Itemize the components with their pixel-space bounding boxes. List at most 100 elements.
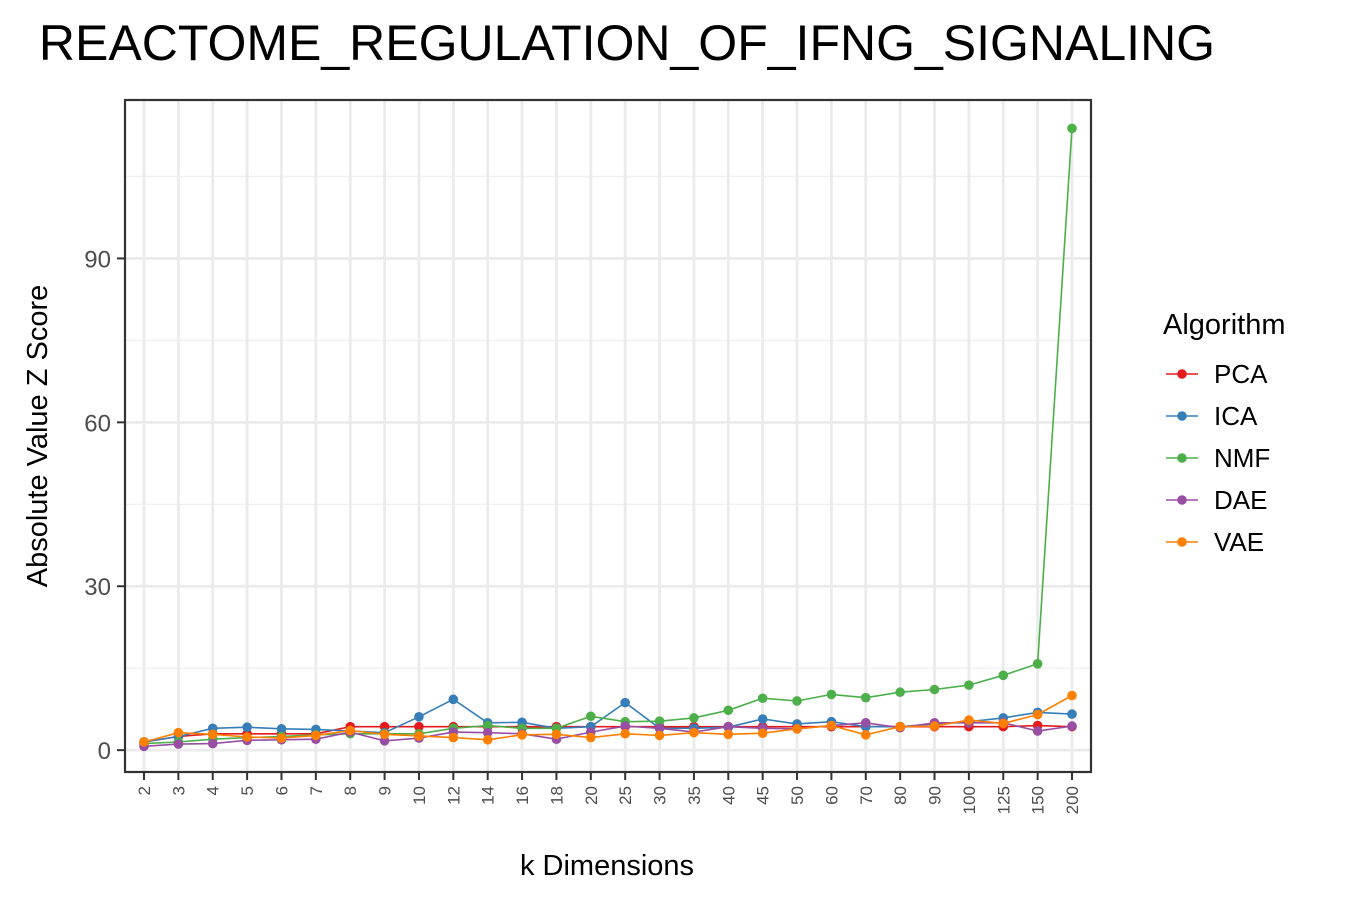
data-point-nmf <box>929 684 940 695</box>
data-point-dae <box>1067 721 1077 731</box>
x-tick-label: 60 <box>822 786 841 805</box>
chart-title: REACTOME_REGULATION_OF_IFNG_SIGNALING <box>39 15 1215 71</box>
x-tick-label: 10 <box>410 786 429 805</box>
y-tick-label: 60 <box>84 410 111 437</box>
data-point-vae <box>448 732 459 743</box>
legend-item-vae: VAE <box>1166 527 1264 557</box>
x-tick-label: 20 <box>582 786 601 805</box>
x-tick-label: 50 <box>788 786 807 805</box>
data-point-vae <box>1067 690 1077 701</box>
data-point-nmf <box>723 705 734 716</box>
data-point-nmf <box>998 670 1009 681</box>
data-point-nmf <box>482 720 493 731</box>
data-point-vae <box>757 728 768 739</box>
data-point-pca <box>414 721 424 732</box>
data-point-ica <box>242 722 252 732</box>
x-tick-label: 14 <box>479 786 498 805</box>
data-point-vae <box>276 733 287 743</box>
series-line-vae <box>143 694 1073 743</box>
x-tick-label: 30 <box>651 786 670 805</box>
data-point-vae <box>517 730 527 740</box>
x-tick-label: 5 <box>238 786 257 795</box>
data-point-vae <box>311 730 321 741</box>
legend-item-nmf: NMF <box>1166 443 1270 473</box>
data-point-ica <box>276 724 287 734</box>
data-point-dae <box>860 718 871 728</box>
x-tick-label: 2 <box>135 786 154 795</box>
x-tick-label: 100 <box>960 786 979 814</box>
data-point-ica <box>757 714 768 724</box>
data-point-vae <box>551 729 562 740</box>
data-point-vae <box>792 724 802 734</box>
legend-key-point <box>1177 495 1187 505</box>
y-axis-title: Absolute Value Z Score <box>22 285 54 588</box>
data-point-ica <box>414 712 424 722</box>
legend-key-point <box>1177 411 1187 421</box>
data-point-dae <box>654 723 665 734</box>
data-point-nmf <box>757 693 768 704</box>
data-point-vae <box>964 715 974 725</box>
x-tick-label: 25 <box>616 786 635 805</box>
series-layer <box>139 123 1077 752</box>
data-point-ica <box>448 694 459 705</box>
data-point-vae <box>345 725 356 736</box>
data-point-ica <box>620 697 630 708</box>
data-point-nmf <box>860 692 871 703</box>
legend-key-point <box>1177 369 1187 379</box>
x-tick-label: 12 <box>444 786 463 805</box>
data-point-vae <box>173 727 184 738</box>
y-tick-label: 0 <box>98 738 111 765</box>
data-point-nmf <box>895 687 905 698</box>
data-point-nmf <box>1032 659 1043 669</box>
data-point-vae <box>654 730 665 741</box>
data-point-vae <box>826 720 837 731</box>
y-tick-label: 90 <box>84 246 111 273</box>
grid-lines <box>125 100 1091 772</box>
y-axis: 0 30 60 90 <box>84 246 125 765</box>
legend-label: NMF <box>1214 443 1270 473</box>
data-point-vae <box>414 731 424 741</box>
data-point-vae <box>689 727 699 738</box>
x-tick-label: 80 <box>891 786 910 805</box>
data-point-nmf <box>964 680 974 690</box>
data-point-vae <box>379 729 390 740</box>
data-point-vae <box>929 721 940 731</box>
x-tick-label: 9 <box>376 786 395 795</box>
data-point-nmf <box>586 711 596 722</box>
x-tick-label: 35 <box>685 786 704 805</box>
legend-item-pca: PCA <box>1166 359 1268 389</box>
data-point-dae <box>723 721 734 732</box>
x-tick-label: 150 <box>1029 786 1048 814</box>
legend-items: PCA ICA NMF DAE VAE <box>1166 359 1270 557</box>
x-tick-label: 18 <box>547 786 566 805</box>
x-tick-label: 70 <box>857 786 876 805</box>
x-tick-label: 90 <box>926 786 945 805</box>
data-point-vae <box>860 730 871 740</box>
legend-item-dae: DAE <box>1166 485 1267 515</box>
data-point-nmf <box>689 713 699 723</box>
legend-key-point <box>1177 453 1187 463</box>
data-point-vae <box>242 732 252 742</box>
x-tick-label: 40 <box>719 786 738 805</box>
x-tick-label: 4 <box>204 786 223 795</box>
x-tick-label: 125 <box>994 786 1013 814</box>
plot-panel <box>125 100 1091 772</box>
series-vae <box>139 690 1077 747</box>
data-point-vae <box>620 728 630 739</box>
data-point-dae <box>1032 726 1043 736</box>
data-point-nmf <box>654 716 665 726</box>
x-tick-label: 45 <box>754 786 773 805</box>
data-point-nmf <box>1067 123 1077 134</box>
data-point-ica <box>1067 709 1077 719</box>
x-tick-label: 16 <box>513 786 532 805</box>
data-point-dae <box>207 738 218 749</box>
legend-label: PCA <box>1214 359 1268 389</box>
x-tick-label: 8 <box>341 786 360 795</box>
data-point-vae <box>139 737 149 747</box>
data-point-dae <box>482 727 493 738</box>
data-point-vae <box>1032 709 1043 720</box>
data-point-vae <box>586 732 596 743</box>
x-tick-label: 7 <box>307 786 326 795</box>
x-tick-label: 6 <box>272 786 291 795</box>
